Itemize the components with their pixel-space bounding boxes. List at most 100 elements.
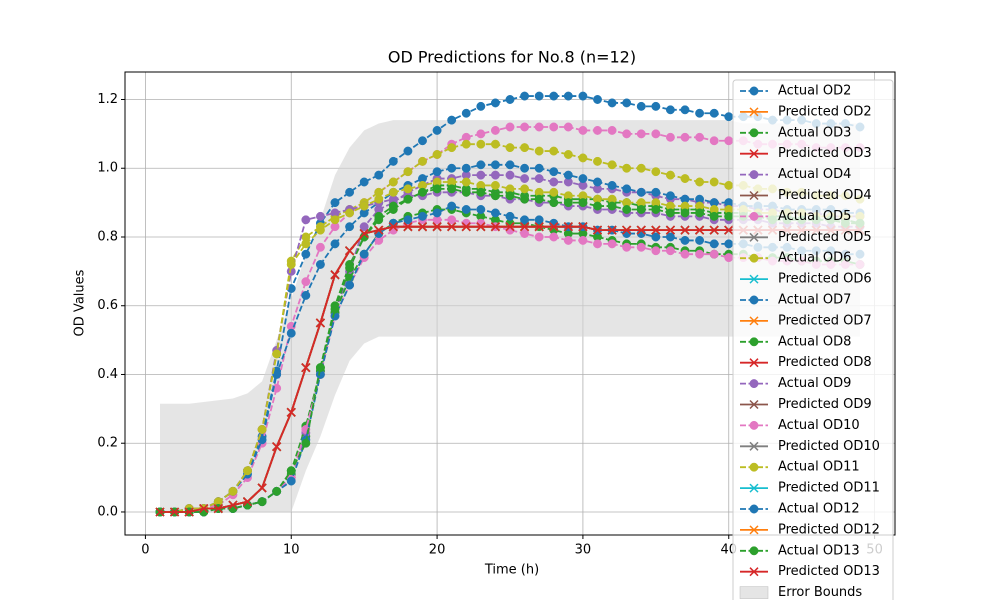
legend-marker (749, 149, 759, 159)
legend-marker (749, 211, 759, 221)
marker-circle (651, 205, 661, 214)
marker-x (578, 222, 588, 232)
marker-circle (665, 246, 675, 256)
marker-circle (315, 242, 325, 252)
marker-circle (680, 174, 690, 184)
legend-label: Actual OD2 (778, 84, 851, 99)
marker-circle (607, 160, 617, 170)
marker-circle (680, 208, 690, 218)
marker-circle (228, 486, 238, 496)
marker-circle (520, 91, 530, 101)
legend-label: Actual OD7 (778, 293, 851, 308)
marker-circle (665, 105, 675, 115)
marker-circle (505, 191, 515, 201)
marker-circle (476, 160, 486, 170)
marker-circle (461, 187, 471, 197)
marker-circle (374, 194, 384, 204)
x-tick-label: 10 (283, 543, 300, 558)
marker-circle (665, 208, 675, 218)
marker-circle (418, 211, 427, 221)
marker-circle (388, 187, 398, 197)
marker-circle (563, 91, 573, 101)
marker-circle (476, 205, 486, 214)
marker-circle (461, 205, 471, 214)
marker-circle (724, 112, 734, 122)
marker-x (490, 222, 500, 232)
marker-circle (301, 277, 311, 287)
marker-circle (520, 143, 530, 153)
marker-x (359, 229, 369, 239)
marker-circle (432, 184, 442, 194)
legend-label: Actual OD5 (778, 209, 851, 224)
marker-circle (301, 215, 311, 225)
marker-circle (345, 187, 355, 197)
marker-circle (447, 201, 457, 211)
marker-x (534, 222, 544, 232)
marker-circle (724, 180, 734, 190)
marker-x (330, 270, 340, 280)
marker-circle (709, 249, 719, 259)
marker-x (286, 407, 296, 417)
marker-circle (724, 253, 734, 263)
marker-circle (593, 239, 602, 249)
marker-x (592, 225, 603, 235)
marker-circle (651, 246, 661, 256)
marker-circle (680, 132, 690, 142)
marker-x (636, 225, 646, 235)
legend-marker (749, 274, 759, 284)
y-tick-label: 1.0 (97, 161, 118, 176)
marker-x (403, 222, 413, 232)
legend-label: Actual OD13 (778, 543, 860, 558)
marker-circle (403, 184, 413, 194)
marker-circle (359, 222, 369, 232)
marker-circle (549, 122, 559, 132)
marker-circle (490, 125, 500, 135)
marker-circle (520, 184, 530, 194)
legend-marker (749, 253, 759, 263)
marker-circle (593, 201, 602, 211)
marker-circle (257, 425, 267, 434)
marker-circle (622, 205, 632, 214)
marker-x (184, 507, 194, 517)
marker-x (665, 225, 675, 235)
marker-circle (534, 174, 544, 184)
legend-label: Actual OD11 (778, 460, 860, 475)
marker-circle (490, 139, 500, 149)
marker-circle (257, 497, 267, 507)
marker-x (447, 222, 457, 232)
marker-circle (315, 363, 325, 373)
y-tick-label: 1.2 (97, 92, 118, 107)
marker-circle (549, 146, 559, 156)
marker-circle (534, 146, 544, 156)
legend-label: Predicted OD11 (778, 481, 880, 496)
marker-circle (490, 191, 500, 201)
marker-circle (447, 163, 457, 173)
marker-circle (534, 194, 544, 204)
marker-circle (461, 108, 471, 118)
legend-label: Predicted OD13 (778, 564, 880, 579)
marker-circle (563, 170, 573, 180)
marker-circle (578, 174, 588, 184)
marker-circle (695, 208, 705, 218)
marker-circle (272, 486, 282, 496)
marker-x (461, 222, 471, 232)
marker-circle (695, 132, 705, 142)
marker-circle (374, 170, 384, 180)
marker-circle (636, 101, 646, 111)
marker-circle (505, 95, 515, 104)
x-tick-label: 30 (575, 543, 592, 558)
legend-box (732, 79, 894, 600)
marker-circle (476, 170, 486, 180)
marker-circle (447, 143, 457, 153)
marker-circle (520, 194, 530, 204)
legend-marker (749, 483, 759, 493)
marker-circle (272, 383, 282, 393)
marker-circle (447, 215, 457, 225)
marker-circle (476, 187, 486, 197)
legend-marker (749, 462, 759, 472)
marker-circle (593, 177, 602, 187)
marker-circle (301, 438, 311, 448)
marker-circle (709, 177, 719, 187)
marker-circle (461, 163, 471, 173)
